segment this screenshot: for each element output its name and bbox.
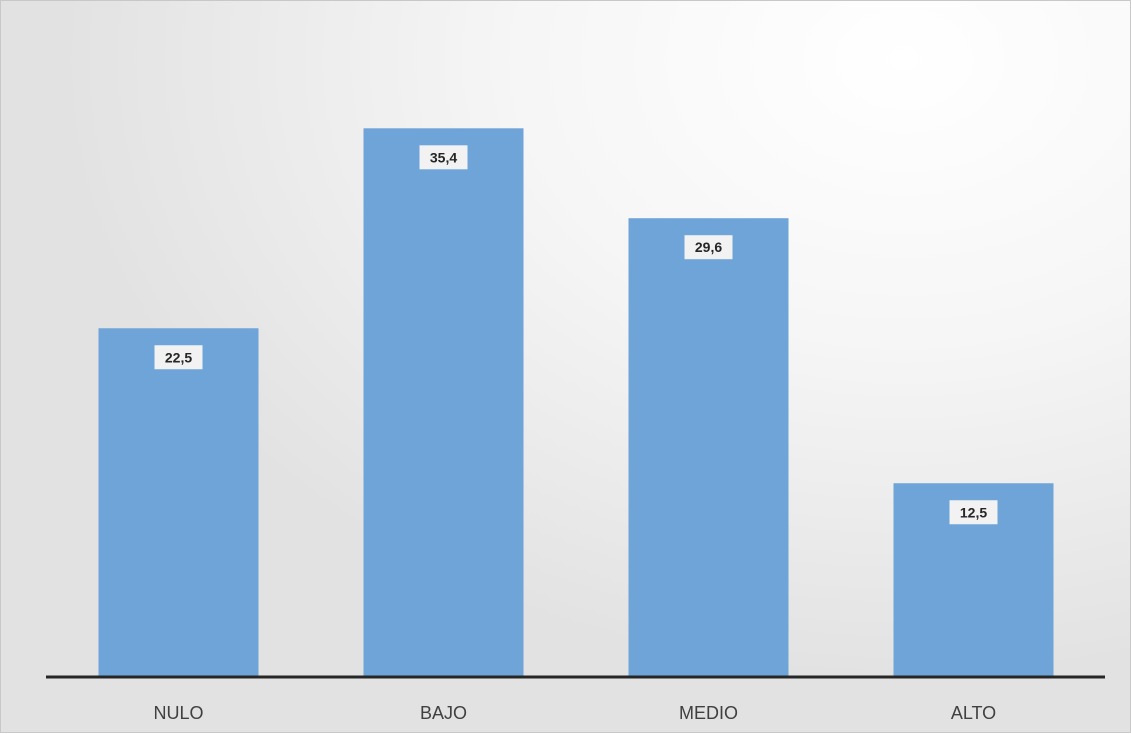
- data-label-box-medio: [684, 235, 733, 260]
- bar-medio: [628, 218, 789, 677]
- data-label-medio: 29,6: [695, 239, 722, 255]
- data-label-nulo: 22,5: [165, 349, 192, 365]
- category-label-bajo: BAJO: [420, 703, 467, 723]
- data-label-bajo: 35,4: [430, 149, 457, 165]
- bar-bajo: [363, 128, 524, 678]
- category-labels-group: NULO BAJO MEDIO ALTO: [153, 703, 996, 723]
- data-label-box-bajo: [419, 145, 468, 170]
- bar-nulo: [98, 328, 259, 677]
- data-label-alto: 12,5: [960, 504, 987, 520]
- data-label-box-nulo: [154, 345, 203, 370]
- bars-group: [98, 128, 1054, 678]
- category-label-medio: MEDIO: [679, 703, 738, 723]
- data-labels-group: 22,5 35,4 29,6 12,5: [154, 145, 998, 525]
- data-label-box-alto: [949, 500, 998, 525]
- category-label-alto: ALTO: [951, 703, 996, 723]
- category-label-nulo: NULO: [153, 703, 203, 723]
